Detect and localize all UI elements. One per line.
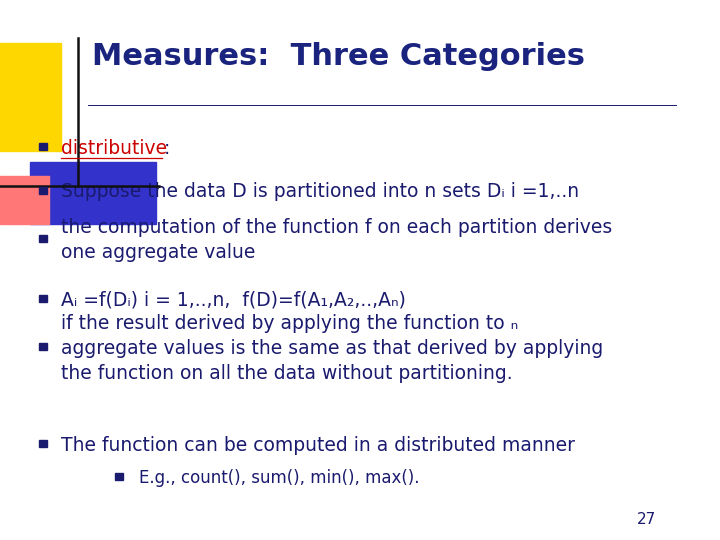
Bar bbox=[115, 474, 123, 480]
Text: :: : bbox=[163, 139, 170, 158]
Text: if the result derived by applying the function to ₙ
aggregate values is the same: if the result derived by applying the fu… bbox=[61, 314, 603, 383]
Text: distributive: distributive bbox=[61, 139, 167, 158]
Text: Measures:  Three Categories: Measures: Three Categories bbox=[91, 42, 585, 71]
Text: 27: 27 bbox=[637, 511, 656, 526]
Bar bbox=[30, 162, 156, 224]
Bar bbox=[39, 441, 48, 447]
Bar bbox=[0, 43, 61, 151]
Text: the computation of the function f on each partition derives
one aggregate value: the computation of the function f on eac… bbox=[61, 218, 612, 262]
Bar bbox=[39, 343, 48, 350]
Text: E.g., count(), sum(), min(), max().: E.g., count(), sum(), min(), max(). bbox=[139, 469, 419, 487]
Text: Aᵢ =f(Dᵢ) i = 1,..,n,  f(D)=f(A₁,A₂,..,Aₙ): Aᵢ =f(Dᵢ) i = 1,..,n, f(D)=f(A₁,A₂,..,Aₙ… bbox=[61, 290, 406, 309]
Bar bbox=[39, 186, 48, 193]
Bar bbox=[39, 143, 48, 150]
Text: Suppose the data D is partitioned into n sets Dᵢ i =1,..n: Suppose the data D is partitioned into n… bbox=[61, 182, 579, 201]
Bar bbox=[0, 176, 49, 224]
Text: The function can be computed in a distributed manner: The function can be computed in a distri… bbox=[61, 436, 575, 455]
Bar bbox=[39, 295, 48, 301]
Bar bbox=[39, 235, 48, 242]
